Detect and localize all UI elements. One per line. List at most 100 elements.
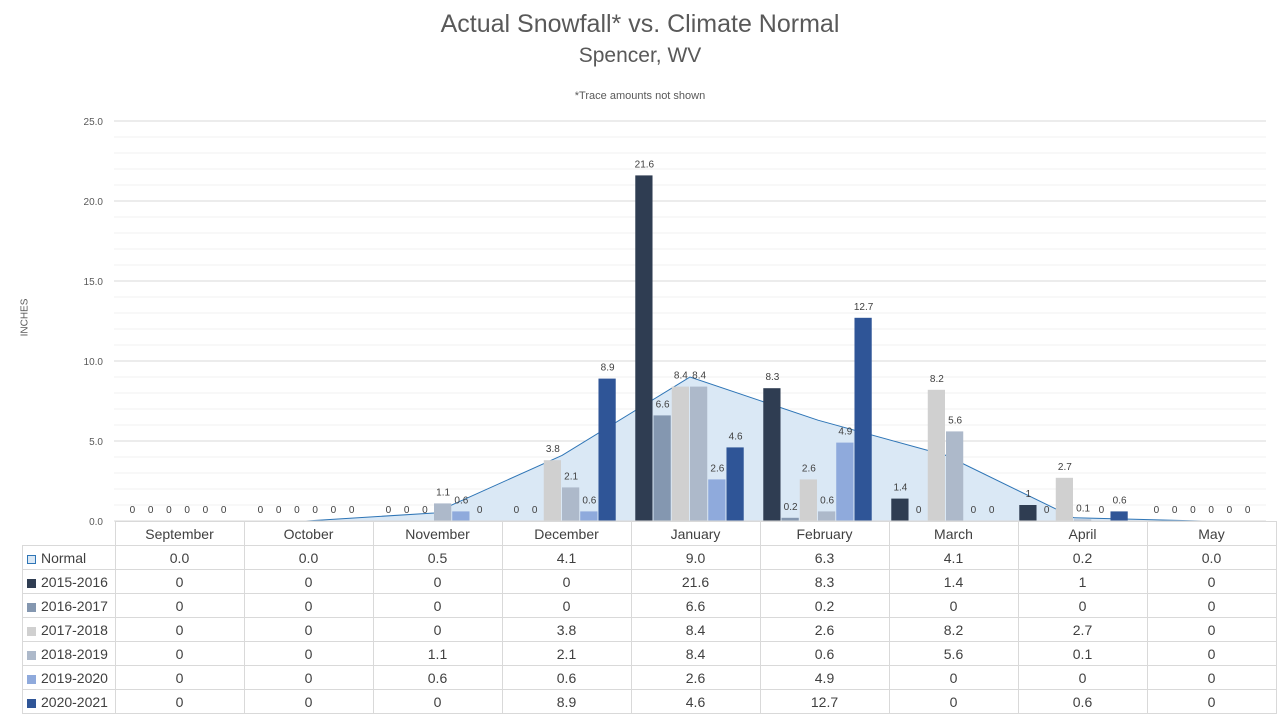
bar: [818, 511, 836, 521]
table-cell: 0: [1146, 665, 1277, 690]
data-label: 8.4: [674, 371, 688, 382]
data-label: 8.2: [930, 374, 944, 385]
bar: [562, 487, 580, 521]
table-cell: 0: [114, 617, 245, 642]
table-cell: 8.3: [759, 569, 890, 594]
table-cell: 0: [114, 689, 245, 714]
chart-note: *Trace amounts not shown: [574, 90, 706, 102]
legend-label: Normal: [41, 549, 87, 566]
x-tick-label: December: [501, 521, 632, 546]
bar: [1074, 519, 1092, 521]
bar: [690, 386, 708, 521]
legend-key: [27, 674, 36, 684]
table-cell: 0: [888, 665, 1019, 690]
bar: [854, 317, 872, 521]
legend-entry: 2017-2018: [22, 617, 116, 642]
bar: [1110, 511, 1128, 521]
data-label: 2.6: [802, 463, 816, 474]
table-cell: 4.1: [888, 545, 1019, 570]
bar: [726, 447, 744, 521]
table-cell: 4.6: [630, 689, 761, 714]
bar: [598, 378, 616, 521]
data-label: 0.6: [820, 495, 834, 506]
data-label: 0.6: [582, 495, 596, 506]
data-label: 0: [1227, 505, 1233, 516]
chart-subtitle: Spencer, WV: [578, 44, 702, 67]
table-cell: 4.1: [501, 545, 632, 570]
table-cell: 2.7: [1017, 617, 1148, 642]
data-label: 0: [294, 505, 300, 516]
data-label: 0: [404, 505, 410, 516]
table-row: 2015-2016 0 0 0 0 21.6 8.3 1.4 1 0: [22, 569, 1277, 594]
bar: [763, 388, 781, 521]
data-label: 0: [422, 505, 428, 516]
bar: [653, 415, 671, 521]
legend-key: [27, 626, 36, 636]
bar: [708, 479, 726, 521]
data-label: 5.6: [948, 415, 962, 426]
x-tick-label: October: [243, 521, 374, 546]
table-cell: 0.6: [372, 665, 503, 690]
bar: [891, 498, 909, 521]
data-label: 0: [1044, 505, 1050, 516]
x-tick-label: March: [888, 521, 1019, 546]
data-table: September October November December January F…: [22, 521, 1277, 714]
table-cell: 0: [1146, 641, 1277, 666]
chart-title: Actual Snowfall* vs. Climate Normal: [440, 10, 840, 38]
data-label: 0: [349, 505, 355, 516]
data-label: 0: [258, 505, 264, 516]
table-cell: 0: [243, 689, 374, 714]
bar: [836, 442, 854, 521]
data-label: 0: [312, 505, 318, 516]
table-cell: 0: [501, 593, 632, 618]
data-label: 1.1: [436, 487, 450, 498]
data-label: 0: [916, 505, 922, 516]
data-label: 0: [971, 505, 977, 516]
table-cell: 0: [114, 593, 245, 618]
table-cell: 0: [372, 689, 503, 714]
table-cell: 6.6: [630, 593, 761, 618]
table-cell: 0: [1146, 569, 1277, 594]
data-label: 0: [1099, 505, 1105, 516]
table-cell: 4.9: [759, 665, 890, 690]
table-cell: 12.7: [759, 689, 890, 714]
table-cell: 0: [372, 569, 503, 594]
table-cell: 0: [114, 641, 245, 666]
data-label: 1: [1026, 489, 1032, 500]
table-cell: 0: [501, 569, 632, 594]
table-cell: 9.0: [630, 545, 761, 570]
data-label: 0: [1172, 505, 1178, 516]
table-cell: 0: [1146, 593, 1277, 618]
y-tick-label: 5.0: [89, 437, 103, 448]
y-tick-label: 10.0: [84, 357, 104, 368]
data-label: 0: [989, 505, 995, 516]
bar: [434, 503, 452, 521]
table-cell: 0: [243, 569, 374, 594]
data-label: 6.6: [656, 399, 670, 410]
y-tick-label: 25.0: [84, 117, 104, 128]
legend-label: 2016-2017: [41, 597, 108, 614]
table-cell: 1.4: [888, 569, 1019, 594]
table-body: Normal 0.0 0.0 0.5 4.1 9.0 6.3 4.1 0.2 0.0 2015-20…: [22, 545, 1277, 714]
table-cell: 0.6: [1017, 689, 1148, 714]
data-label: 0: [331, 505, 337, 516]
table-cell: 0.2: [759, 593, 890, 618]
legend-key: [27, 554, 36, 564]
data-label: 3.8: [546, 444, 560, 455]
data-label: 2.7: [1058, 462, 1072, 473]
legend-label: 2015-2016: [41, 573, 108, 590]
data-label: 0.6: [1113, 495, 1127, 506]
data-label: 8.4: [692, 371, 706, 382]
legend-label: 2020-2021: [41, 693, 108, 710]
table-cell: 8.4: [630, 641, 761, 666]
data-label: 0: [166, 505, 172, 516]
legend-entry: 2020-2021: [22, 689, 116, 714]
data-label: 8.3: [765, 372, 779, 383]
table-cell: 1: [1017, 569, 1148, 594]
data-label: 8.9: [601, 363, 615, 374]
bar: [946, 431, 964, 521]
legend-entry: 2018-2019: [22, 641, 116, 666]
table-cell: 2.6: [759, 617, 890, 642]
data-label: 0: [276, 505, 282, 516]
table-cell: 0: [888, 593, 1019, 618]
